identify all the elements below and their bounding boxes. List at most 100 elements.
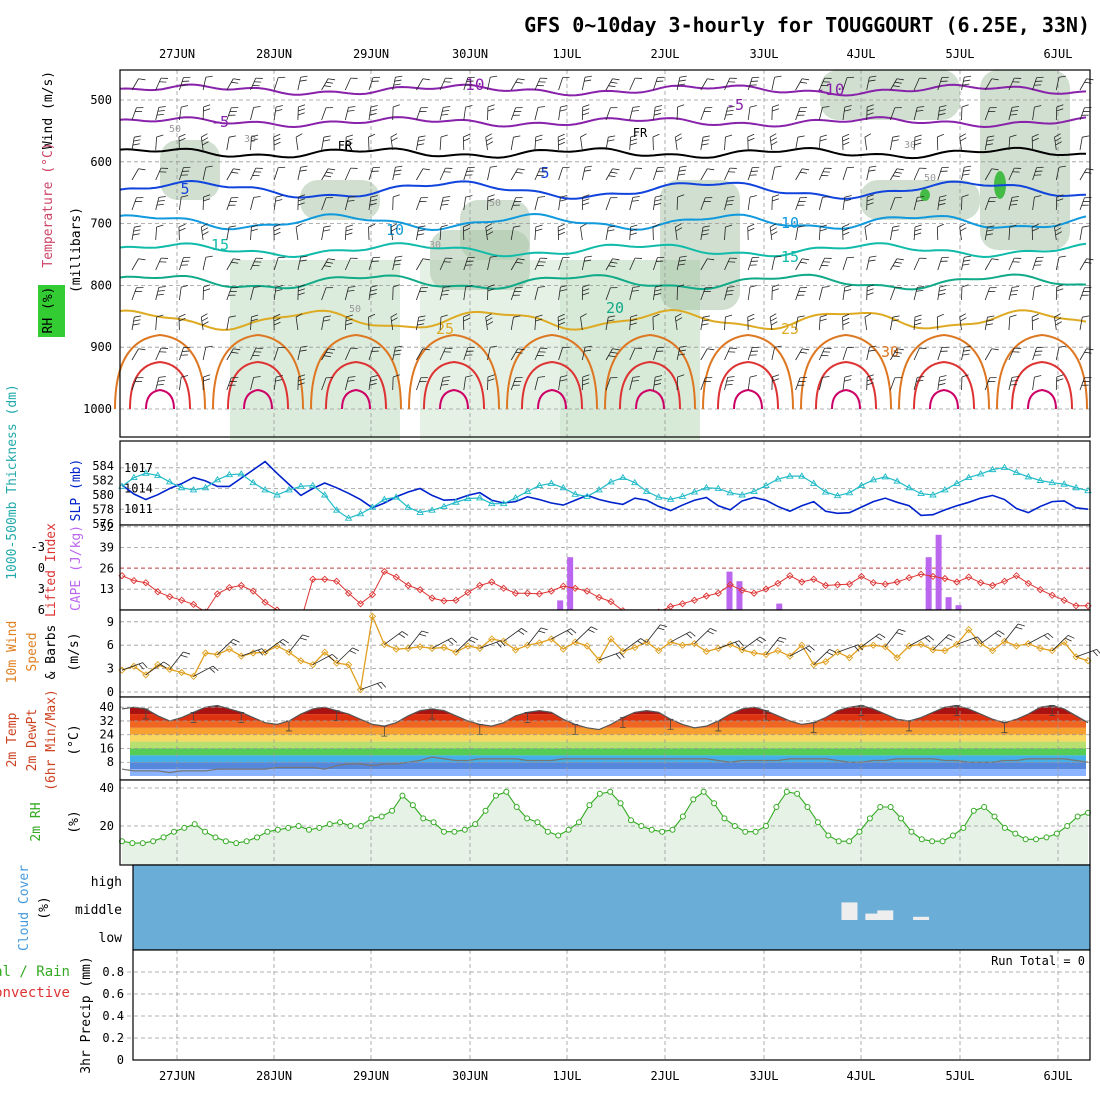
rh-point <box>722 816 727 821</box>
temp-tick: 40 <box>100 700 114 714</box>
date-label-top: 29JUN <box>353 47 389 61</box>
rh-point <box>608 789 613 794</box>
rh-point <box>753 829 758 834</box>
rh-tick: 40 <box>100 781 114 795</box>
rh-point <box>514 805 519 810</box>
contour-label: 50 <box>924 173 936 184</box>
rh-point <box>244 839 249 844</box>
rh-point <box>888 805 893 810</box>
rh-point <box>182 825 187 830</box>
precip-tick: 0.6 <box>102 987 124 1001</box>
rh-point <box>597 791 602 796</box>
rh-point <box>805 805 810 810</box>
rh-point <box>639 824 644 829</box>
rh-point <box>795 791 800 796</box>
rh-point <box>940 839 945 844</box>
rh-point <box>774 805 779 810</box>
run-total-label: Run Total = 0 <box>991 954 1085 968</box>
contour-label: FR <box>633 126 648 140</box>
cape-tick: 52 <box>100 520 114 534</box>
rh-point <box>286 825 291 830</box>
label-millibars: (millibars) <box>69 207 84 293</box>
rh-point <box>327 822 332 827</box>
date-label-bottom: 28JUN <box>256 1069 292 1083</box>
cloud-middle-bar <box>877 910 893 920</box>
wind-tick: 6 <box>107 638 114 652</box>
rh-point <box>971 808 976 813</box>
rh-point <box>909 829 914 834</box>
cape-bar <box>946 597 952 610</box>
rh-point <box>358 824 363 829</box>
cape-bar <box>956 605 962 610</box>
cape-bar <box>557 600 563 610</box>
cape-bar <box>776 604 782 610</box>
cloud-middle-bar <box>913 917 929 920</box>
rh-point <box>431 820 436 825</box>
rh-point <box>223 839 228 844</box>
cape-bar <box>736 581 742 610</box>
rh-point <box>764 824 769 829</box>
date-label-top: 6JUL <box>1044 47 1073 61</box>
rh-point <box>577 820 582 825</box>
temp-color-band <box>130 728 1086 735</box>
cloud-bg <box>133 865 1090 950</box>
precip-tick: 0.8 <box>102 965 124 979</box>
lifted-tick: -3 <box>31 540 45 554</box>
temp-tick: 24 <box>100 728 114 742</box>
label-2m-dewpt: 2m DewPt <box>25 709 40 772</box>
contour-label: 25 <box>781 320 799 338</box>
rh-point <box>192 822 197 827</box>
rh-point <box>504 789 509 794</box>
cape-bar <box>726 572 732 610</box>
rh-tick: 20 <box>100 819 114 833</box>
rh-shade-dark <box>300 180 380 220</box>
label-precip: 3hr Precip (mm) <box>79 956 94 1073</box>
rh-point <box>140 841 145 846</box>
thickness-bg <box>120 441 1090 525</box>
rh-point <box>961 825 966 830</box>
rh-point <box>867 816 872 821</box>
rh-point <box>296 824 301 829</box>
contour-label: 30 <box>429 240 441 251</box>
date-label-top: 5JUL <box>946 47 975 61</box>
rh-point <box>348 824 353 829</box>
rh-point <box>265 829 270 834</box>
rh-point <box>275 827 280 832</box>
rh-shade-dark <box>980 70 1070 250</box>
temp-color-band <box>130 735 1086 742</box>
thickness-tick: 582 <box>92 474 114 488</box>
rh-point <box>525 816 530 821</box>
rh-point <box>234 841 239 846</box>
temp-tick: 16 <box>100 741 114 755</box>
pressure-tick: 600 <box>90 155 112 169</box>
rh-point <box>203 829 208 834</box>
rh-point <box>836 839 841 844</box>
rh-point <box>1034 837 1039 842</box>
rh-point <box>452 829 457 834</box>
label-rh-unit: (%) <box>67 810 82 833</box>
pressure-tick: 1000 <box>83 402 112 416</box>
temp-color-band <box>130 742 1086 749</box>
rh-point <box>1065 824 1070 829</box>
rh-point <box>1075 814 1080 819</box>
label-slp: SLP (mb) <box>69 459 84 522</box>
rh-point <box>930 839 935 844</box>
date-label-bottom: 3JUL <box>750 1069 779 1083</box>
label-total-rain: Total / Rain <box>0 964 70 980</box>
precip-tick: 0.4 <box>102 1009 124 1023</box>
rh-point <box>899 816 904 821</box>
pressure-tick: 800 <box>90 278 112 292</box>
contour-label: 30 <box>244 134 256 145</box>
rh-point <box>535 820 540 825</box>
date-label-top: 1JUL <box>553 47 582 61</box>
rh-point <box>390 808 395 813</box>
rh-point <box>161 835 166 840</box>
rh-point <box>628 818 633 823</box>
label-convective: Convective <box>0 985 70 1001</box>
contour-label: 5 <box>180 180 189 198</box>
cape-bar <box>567 557 573 610</box>
